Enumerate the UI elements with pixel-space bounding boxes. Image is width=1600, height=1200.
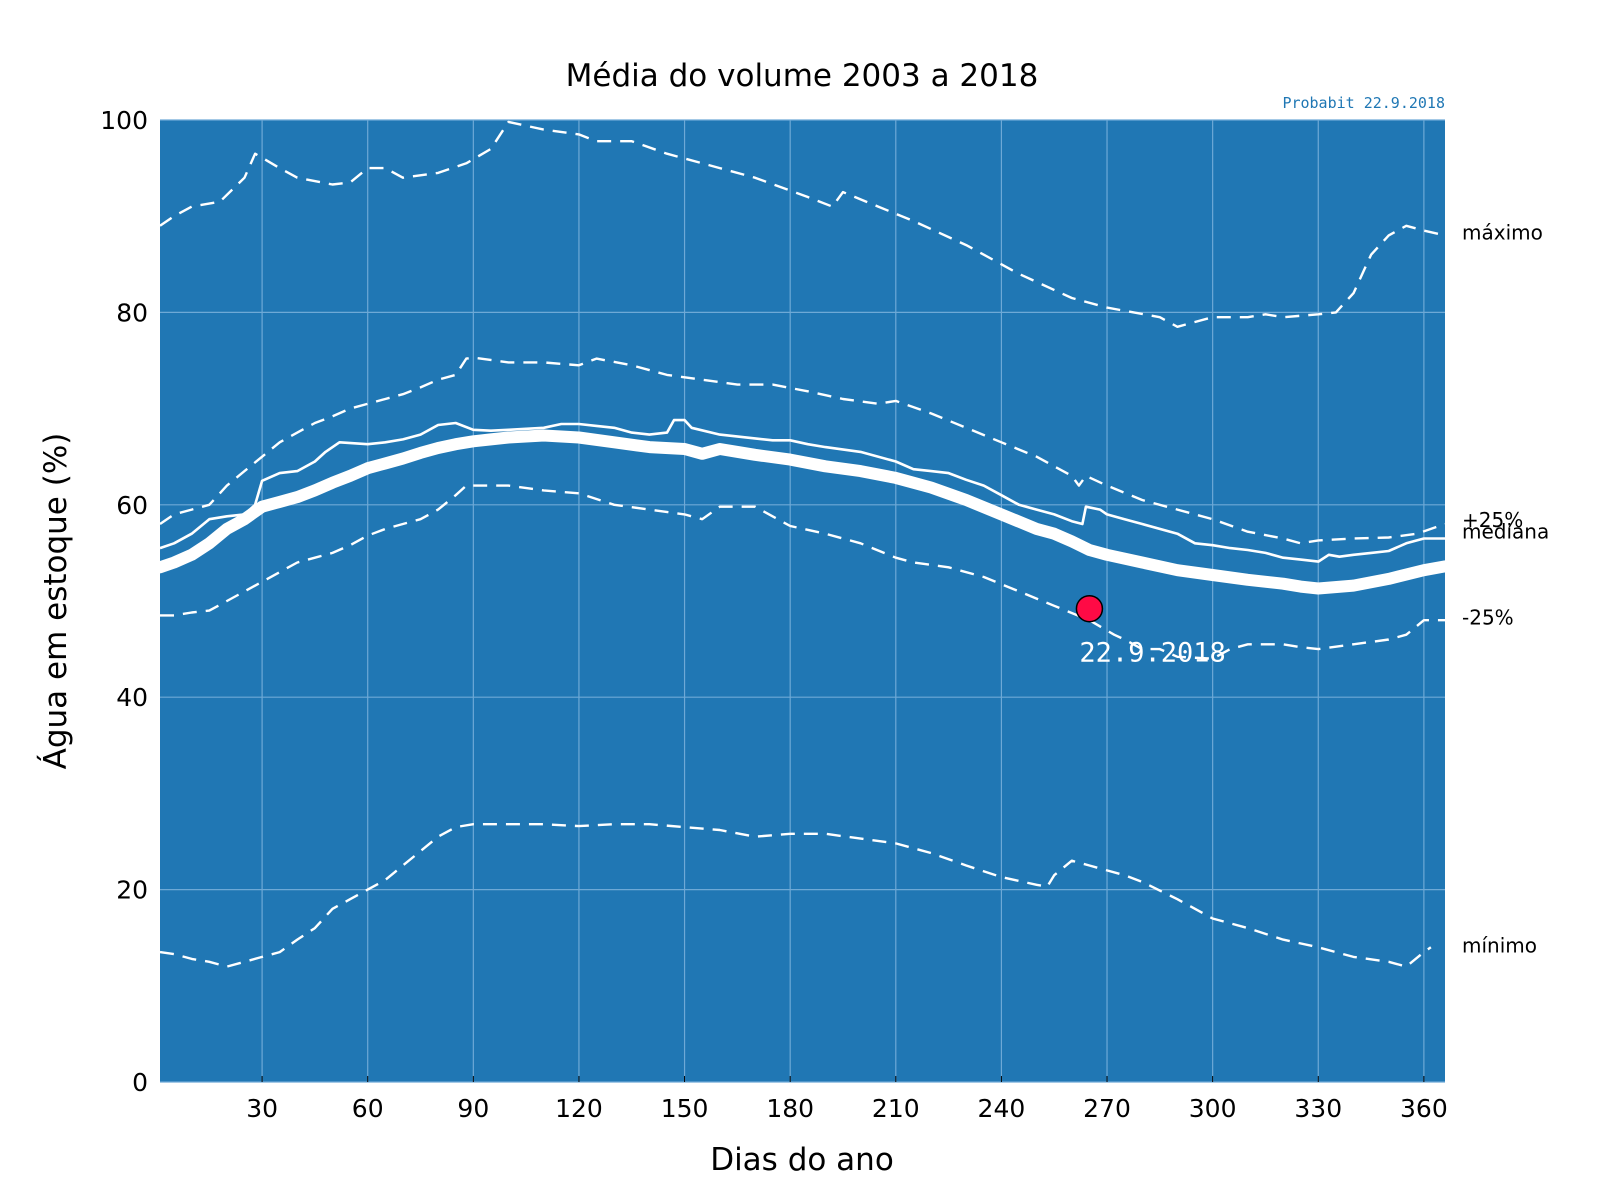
- series-line: [154, 429, 1451, 595]
- y-tick-label: 20: [116, 876, 148, 905]
- y-tick-label: 80: [116, 298, 148, 327]
- x-tick-label: 60: [352, 1094, 384, 1123]
- x-tick-label: 30: [246, 1094, 278, 1123]
- y-axis-label: Água em estoque (%): [38, 433, 74, 770]
- x-tick-label: 210: [872, 1094, 920, 1123]
- chart-title: Média do volume 2003 a 2018: [566, 58, 1039, 94]
- x-tick-label: 330: [1294, 1094, 1342, 1123]
- series-labels: máximo +25%mediana -25% mínimo: [1462, 221, 1549, 958]
- series-end-label: mínimo: [1462, 933, 1537, 957]
- highlight-point-label: 22.9.2018: [1079, 638, 1225, 669]
- x-axis-ticks: 30 60 90 120 150 180 210 240 270 300 330 360: [246, 1076, 1448, 1123]
- y-tick-label: 0: [132, 1068, 148, 1097]
- highlight-marker: 22.9.2018: [1075, 594, 1226, 669]
- x-tick-label: 360: [1400, 1094, 1448, 1123]
- series-line: [159, 823, 1432, 968]
- series-end-label: +25%: [1462, 508, 1523, 532]
- series-end-label: máximo: [1462, 221, 1543, 245]
- series-end-label: mediana: [1462, 520, 1549, 544]
- x-tick-label: 270: [1083, 1094, 1131, 1123]
- series-line: [159, 418, 1445, 563]
- series-lines: [154, 120, 1451, 968]
- series-line: [159, 120, 1446, 328]
- x-tick-label: 240: [978, 1094, 1026, 1123]
- chart-credit: Probabit 22.9.2018: [1282, 94, 1445, 112]
- highlight-point: [1075, 594, 1104, 623]
- y-axis-ticks: 0 20 40 60 80 100: [100, 106, 148, 1097]
- y-tick-label: 40: [116, 683, 148, 712]
- x-tick-label: 150: [661, 1094, 709, 1123]
- series-end-label: -25%: [1462, 605, 1514, 629]
- x-tick-label: 90: [457, 1094, 489, 1123]
- series-line: [160, 484, 1445, 660]
- x-tick-label: 120: [555, 1094, 603, 1123]
- y-tick-label: 60: [116, 491, 148, 520]
- series-line: [159, 356, 1446, 545]
- x-tick-label: 180: [766, 1094, 814, 1123]
- y-tick-label: 100: [100, 106, 148, 135]
- grid-lines: [160, 119, 1445, 1083]
- plot-area: [160, 120, 1445, 1082]
- x-tick-label: 300: [1189, 1094, 1237, 1123]
- x-axis-label: Dias do ano: [710, 1142, 894, 1178]
